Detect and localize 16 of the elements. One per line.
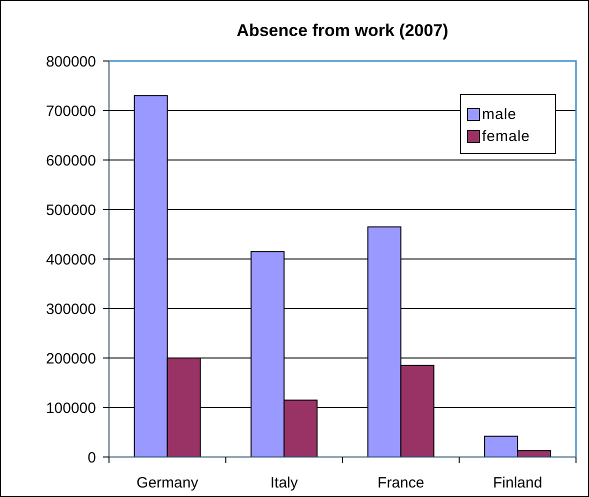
y-tick-label: 700000 bbox=[46, 102, 96, 120]
x-tick-label: Finland bbox=[493, 474, 542, 492]
chart-title: Absence from work (2007) bbox=[236, 20, 450, 42]
legend-label: female bbox=[482, 128, 530, 144]
x-tick-label: France bbox=[378, 474, 424, 492]
x-tick-label: Germany bbox=[136, 474, 199, 492]
y-tick-label: 800000 bbox=[46, 53, 96, 70]
y-tick-label: 600000 bbox=[46, 152, 96, 170]
legend-label: male bbox=[482, 106, 517, 122]
y-tick-label: 200000 bbox=[46, 350, 96, 368]
y-tick-label: 500000 bbox=[46, 202, 96, 219]
y-tick-label: 300000 bbox=[46, 300, 96, 318]
y-tick-label: 100000 bbox=[46, 400, 96, 417]
y-tick-label: 0 bbox=[88, 449, 96, 466]
y-tick-label: 400000 bbox=[46, 251, 96, 268]
x-tick-label: Italy bbox=[270, 474, 298, 492]
